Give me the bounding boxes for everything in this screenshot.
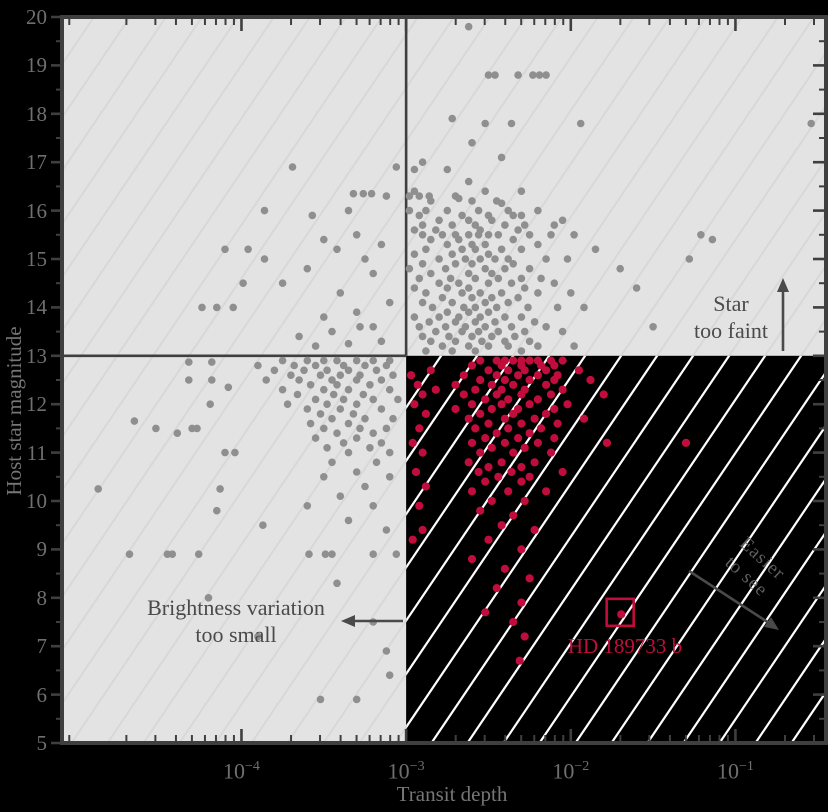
y-tick-label: 6 [36,682,48,707]
x-axis-title: Transit depth [396,782,508,806]
easier-to-see-diagonal-arrow-icon [688,569,779,630]
y-tick-label: 5 [36,731,48,755]
annotation-brightness-too-small: Brightness variation too small [112,594,360,648]
hd189733b-marker [605,597,635,628]
y-tick-label: 11 [26,440,47,465]
y-tick-label: 10 [26,489,47,513]
y-tick-label: 7 [36,634,48,659]
y-tick-label: 16 [26,198,47,223]
y-tick-label: 8 [36,585,48,610]
brightness-left-arrow-icon [341,615,403,627]
star-too-faint-up-arrow-icon [777,278,789,351]
annotation-hd189733b-label: HD 189733 b [567,634,683,658]
points-easier_to_see_planets [407,356,691,665]
y-tick-label: 9 [36,537,48,562]
y-tick-label: 20 [26,5,47,29]
x-tick-label: 10−3 [387,758,425,784]
y-tick-label: 12 [26,392,47,417]
annotation-star-too-faint: Star too faint [656,290,806,344]
y-tick-label: 17 [26,150,47,175]
y-tick-label: 13 [26,343,47,368]
x-tick-label: 10−2 [552,758,590,784]
axis-ticks [51,15,826,745]
y-tick-label: 18 [26,101,47,126]
y-tick-label: 14 [26,295,47,320]
x-tick-label: 10−1 [716,758,754,784]
y-tick-label: 15 [26,247,47,271]
annotation-line: too small [195,622,277,647]
annotation-line: Brightness variation [147,595,325,620]
y-axis-title: Host star magnitude [2,326,26,496]
y-tick-label: 19 [26,53,47,78]
x-tick-label: 10−4 [223,758,260,784]
points-hard_to_see_planets [94,22,815,704]
annotation-line: Star [713,291,749,316]
annotation-line: too faint [694,318,768,343]
